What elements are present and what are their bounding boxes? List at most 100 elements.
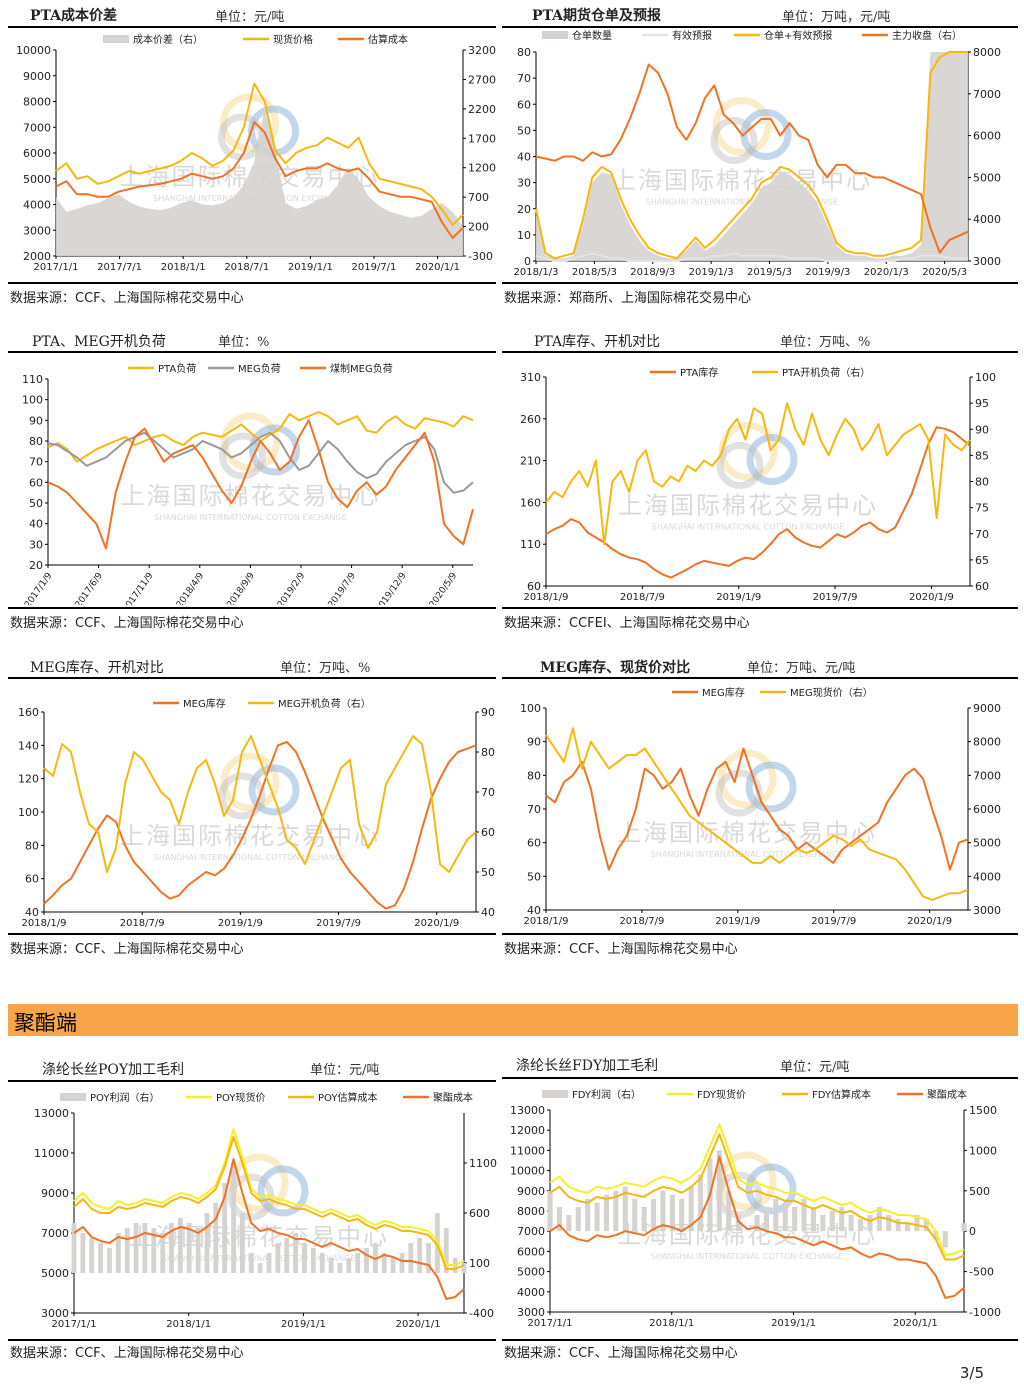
y-tick-label-right: 100 bbox=[469, 1257, 490, 1270]
x-tick-label: 2018/1/9 bbox=[524, 916, 569, 927]
panel6-source-rule bbox=[502, 933, 1018, 935]
x-tick-label: 2018/9/3 bbox=[630, 267, 675, 278]
y-tick-label-right: 0 bbox=[969, 1225, 976, 1238]
bar-p8-29 bbox=[820, 1215, 826, 1232]
y-tick-label-left: 7000 bbox=[41, 1227, 69, 1240]
y-tick-label-left: 70 bbox=[29, 456, 43, 469]
bar-p8-4 bbox=[585, 1198, 591, 1232]
y-tick-label-left: 30 bbox=[517, 177, 531, 190]
panel4-title: PTA库存、开机对比 bbox=[534, 334, 661, 350]
bar-p7-19 bbox=[240, 1213, 245, 1273]
watermark-logo-ring-blue bbox=[746, 434, 798, 485]
series-line-2 bbox=[73, 1136, 465, 1270]
bar-p7-30 bbox=[337, 1263, 343, 1273]
y-tick-label-left: 40 bbox=[527, 904, 541, 917]
y-tick-label-left: 10 bbox=[517, 229, 531, 242]
bar-p8-31 bbox=[839, 1207, 845, 1232]
y-tick-label-left: 4000 bbox=[23, 199, 51, 212]
bar-p8-25 bbox=[782, 1202, 788, 1232]
y-tick-label-left: 40 bbox=[29, 518, 43, 531]
series-line-3 bbox=[549, 1155, 965, 1299]
x-tick-label: 2019/12/9 bbox=[374, 571, 409, 605]
bar-p7-36 bbox=[390, 1258, 396, 1273]
x-tick-label: 2019/9/3 bbox=[805, 267, 850, 278]
bar-p7-5 bbox=[115, 1233, 121, 1273]
bar-p8-6 bbox=[603, 1194, 609, 1232]
x-tick-label: 2019/1/9 bbox=[218, 918, 263, 929]
legend-label-0: 仓单数量 bbox=[572, 29, 612, 42]
x-tick-label: 2019/1/9 bbox=[716, 592, 761, 603]
y-tick-label-right: -400 bbox=[469, 1307, 494, 1320]
watermark-logo-ring-gray bbox=[716, 442, 764, 489]
panel4-source-rule bbox=[502, 607, 1018, 609]
watermark-text-en: SHANGHAI INTERNATIONAL COTTON EXCHANGE bbox=[651, 850, 843, 859]
y-tick-label-right: 1500 bbox=[969, 1104, 997, 1117]
panel7-source: 数据来源：CCF、上海国际棉花交易中心 bbox=[10, 1346, 244, 1361]
panel4-source: 数据来源：CCFEI、上海国际棉花交易中心 bbox=[504, 616, 750, 631]
y-tick-label-left: 100 bbox=[22, 394, 43, 407]
bar-p7-27 bbox=[310, 1248, 316, 1273]
bar-p7-16 bbox=[213, 1203, 219, 1273]
watermark-text-cn: 上海国际棉花交易中心 bbox=[120, 822, 380, 850]
legend-label-2: POY估算成本 bbox=[318, 1091, 377, 1104]
x-tick-label: 2017/1/1 bbox=[34, 262, 79, 273]
x-tick-label: 2017/1/1 bbox=[528, 1318, 573, 1329]
series-line-1 bbox=[535, 252, 968, 262]
series-line-1 bbox=[47, 431, 474, 494]
watermark: 上海国际棉花交易中心 SHANGHAI INTERNATIONAL COTTON … bbox=[618, 422, 876, 532]
watermark-text-en: SHANGHAI INTERNATIONAL COTTON EXCHANGE bbox=[154, 513, 346, 522]
y-tick-label-left: 13000 bbox=[510, 1104, 545, 1117]
bar-p7-40 bbox=[426, 1243, 431, 1273]
panel8-unit: 单位：元/吨 bbox=[780, 1060, 850, 1075]
x-tick-label: 2019/1/1 bbox=[288, 262, 333, 273]
x-tick-label: 2017/7/1 bbox=[97, 262, 142, 273]
y-tick-label-left: 10000 bbox=[16, 44, 51, 57]
x-tick-label: 2019/2/9 bbox=[276, 571, 308, 605]
x-tick-label: 2020/1/3 bbox=[864, 267, 909, 278]
y-tick-label-right: 65 bbox=[975, 554, 989, 567]
y-tick-label-right: 95 bbox=[975, 397, 989, 410]
y-tick-label-left: 160 bbox=[520, 496, 541, 509]
panel1-title-rule bbox=[8, 26, 496, 28]
panel7-title-rule bbox=[8, 1080, 496, 1082]
panel3-source-rule bbox=[8, 607, 496, 609]
x-tick-label: 2020/1/1 bbox=[396, 1319, 441, 1330]
bar-p7-14 bbox=[195, 1228, 201, 1273]
y-tick-label-left: 60 bbox=[29, 476, 43, 489]
y-tick-label-left: 80 bbox=[527, 769, 541, 782]
y-tick-label-left: 6000 bbox=[517, 1245, 545, 1258]
x-tick-label: 2018/1/1 bbox=[649, 1318, 694, 1329]
legend-label-1: PTA开机负荷（右） bbox=[782, 366, 870, 379]
panel7-unit: 单位：元/吨 bbox=[310, 1063, 380, 1078]
y-tick-label-right: 80 bbox=[975, 476, 989, 489]
bar-p8-2 bbox=[566, 1215, 572, 1232]
y-tick-label-right: 3200 bbox=[468, 44, 496, 57]
chart-panel3: 上海国际棉花交易中心 SHANGHAI INTERNATIONAL COTTON … bbox=[22, 362, 474, 605]
y-tick-label-left: 260 bbox=[520, 413, 541, 426]
panel8-title: 涤纶长丝FDY加工毛利 bbox=[516, 1058, 659, 1074]
bar-p8-36 bbox=[886, 1215, 892, 1232]
y-tick-label-left: 5000 bbox=[517, 1266, 545, 1279]
y-tick-label-left: 210 bbox=[520, 455, 541, 468]
x-tick-label: 2017/11/9 bbox=[121, 571, 156, 605]
panel7-title: 涤纶长丝POY加工毛利 bbox=[42, 1062, 185, 1078]
x-tick-label: 2020/1/9 bbox=[907, 916, 952, 927]
bar-p8-39 bbox=[914, 1215, 920, 1232]
x-tick-label: 2018/7/1 bbox=[224, 262, 269, 273]
watermark-text-en: SHANGHAI INTERNATIONAL COTTON EXCHANGE bbox=[652, 523, 844, 532]
bar-p8-44 bbox=[961, 1223, 967, 1232]
section-title: 聚酯端 bbox=[14, 1011, 77, 1035]
series-line-1 bbox=[545, 402, 971, 546]
y-tick-label-left: 4000 bbox=[517, 1286, 545, 1299]
series-line-2 bbox=[47, 419, 474, 550]
y-tick-label-left: 12000 bbox=[510, 1124, 545, 1137]
series-line-2 bbox=[55, 121, 464, 239]
panel2-source: 数据来源：郑商所、上海国际棉花交易中心 bbox=[504, 291, 752, 306]
watermark-logo-ring-yellow bbox=[220, 752, 280, 812]
y-tick-label-right: 70 bbox=[481, 786, 495, 799]
bar-p7-3 bbox=[98, 1243, 103, 1273]
watermark: 上海国际棉花交易中心 SHANGHAI INTERNATIONAL COTTON … bbox=[612, 97, 870, 207]
legend-label-1: MEG负荷 bbox=[238, 362, 281, 375]
series-area-0 bbox=[56, 108, 463, 257]
